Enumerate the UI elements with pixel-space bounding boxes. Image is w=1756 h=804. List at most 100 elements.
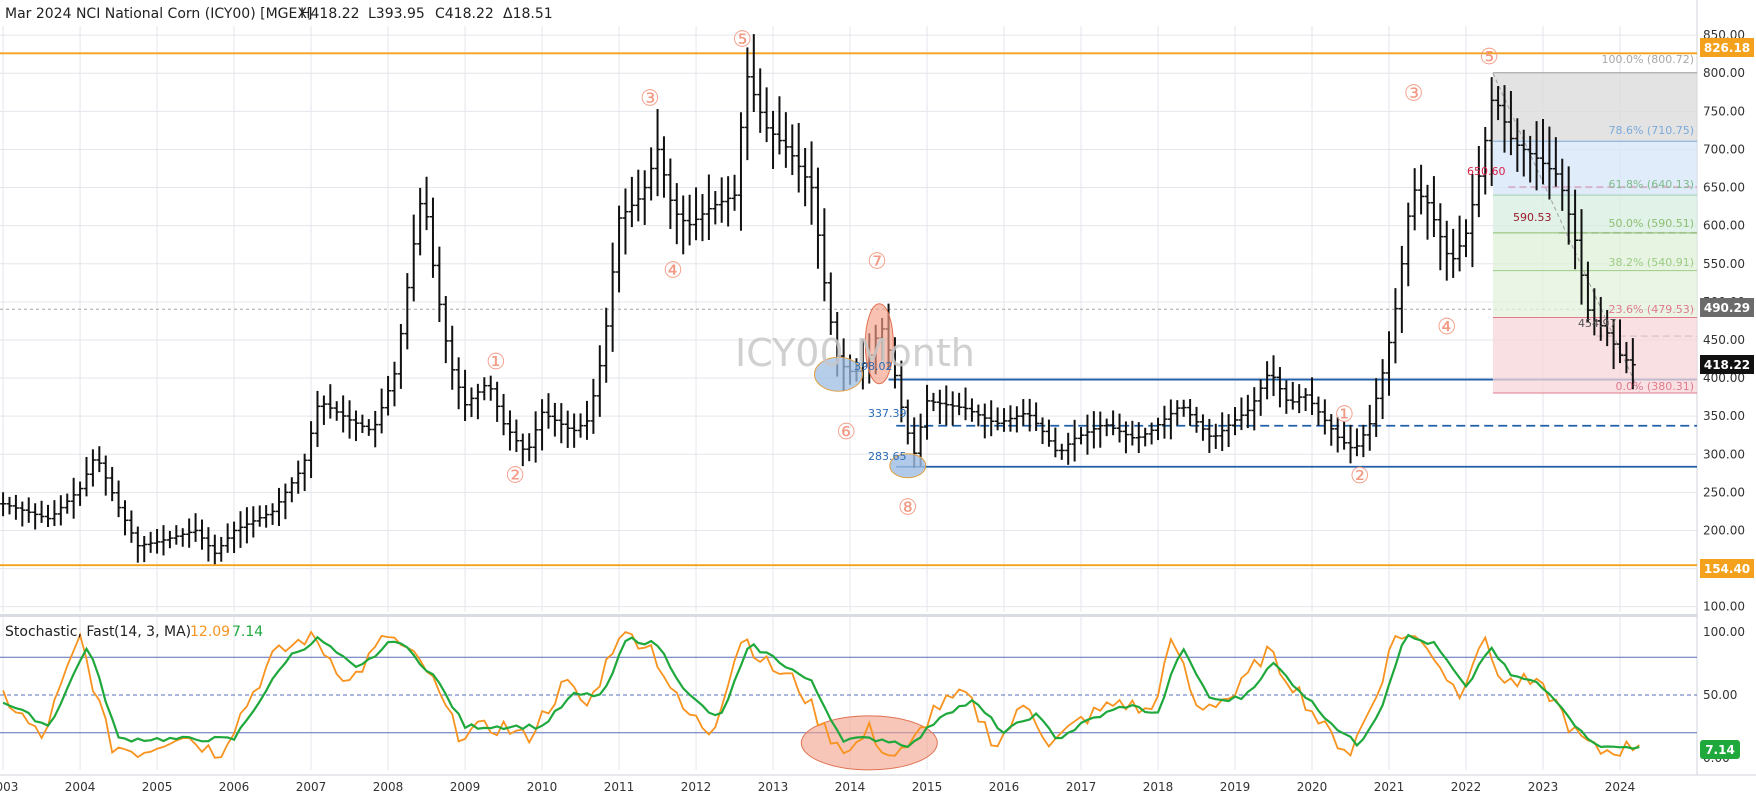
time-tick-label: 2018	[1143, 780, 1174, 794]
stoch-fast-line	[2, 630, 1640, 759]
fib-label-618: 61.8% (640.13)	[1608, 178, 1694, 191]
fib-zone	[1492, 141, 1697, 196]
header-low: L393.95	[368, 6, 425, 22]
badge-826-text: 826.18	[1704, 41, 1750, 55]
fib-label-100: 100.0% (800.72)	[1601, 53, 1694, 66]
time-tick-label: 2014	[835, 780, 866, 794]
annot-398: 398.02	[854, 360, 893, 373]
wave-label: ⑧	[898, 495, 918, 520]
fib-zone	[1492, 232, 1697, 271]
price-tick-label: 750.00	[1703, 104, 1745, 118]
fib-zone	[1492, 72, 1697, 142]
stoch-params: (14, 3, MA)	[114, 624, 191, 640]
wave-label: ②	[505, 463, 525, 488]
time-tick-label: 2022	[1451, 780, 1482, 794]
badge-stoch-current-text: 7.14	[1705, 743, 1735, 757]
price-tick-label: 100.00	[1703, 600, 1745, 614]
wave-label: ③	[640, 86, 660, 111]
time-tick-label: 2013	[758, 780, 789, 794]
time-tick-label: 2006	[219, 780, 250, 794]
wave-label: ②	[1350, 464, 1370, 489]
wave-label: ④	[663, 258, 683, 283]
price-bars	[0, 34, 1636, 565]
highlight-ellipse-blue-2013	[813, 356, 863, 392]
price-tick-label: 300.00	[1703, 447, 1745, 461]
fib-label-500: 50.0% (590.51)	[1608, 217, 1694, 230]
panel-separator	[0, 614, 1697, 617]
badge-stoch-current	[1700, 740, 1740, 759]
annot-650: 650.60	[1467, 165, 1506, 178]
time-tick-label: 2005	[142, 780, 173, 794]
price-tick-label: 800.00	[1703, 66, 1745, 80]
wave-label: ⑤	[732, 28, 752, 53]
price-tick-label: 400.00	[1703, 371, 1745, 385]
annotations-layer: ⑤ ③ ④ ① ② ⑦ ⑥ ⑧ ③ ④ ⑤ ① ②	[486, 28, 1499, 521]
fibonacci-retracement	[1492, 72, 1697, 394]
stoch-tick-label: 100.00	[1703, 625, 1745, 639]
stochastic-panel	[0, 630, 1697, 771]
wave-label: ①	[486, 350, 506, 375]
header-high: H418.22	[300, 6, 360, 22]
price-tick-label: 700.00	[1703, 142, 1745, 156]
badge-154-text: 154.40	[1704, 562, 1750, 576]
fib-label-0: 0.0% (380.31)	[1615, 380, 1694, 393]
wave-label: ⑤	[1479, 45, 1499, 70]
stoch-label: Stochastic, Fast	[5, 624, 115, 640]
time-tick-label: 2010	[527, 780, 558, 794]
wave-label: ①	[1334, 402, 1354, 427]
time-tick-label: 2003	[0, 780, 18, 794]
price-tick-label: 250.00	[1703, 485, 1745, 499]
time-tick-label: 2009	[450, 780, 481, 794]
badge-490-text: 490.29	[1704, 301, 1750, 315]
time-tick-label: 2012	[681, 780, 712, 794]
fib-label-236: 23.6% (479.53)	[1608, 303, 1694, 316]
wave-label: ④	[1437, 315, 1457, 340]
price-tick-label: 350.00	[1703, 409, 1745, 423]
price-tick-label: 650.00	[1703, 181, 1745, 195]
time-tick-label: 2023	[1528, 780, 1559, 794]
highlight-ellipse-orange-2014	[864, 303, 894, 385]
time-tick-label: 2008	[373, 780, 404, 794]
badge-490	[1700, 298, 1754, 317]
time-tick-label: 2004	[65, 780, 96, 794]
price-tick-label: 450.00	[1703, 333, 1745, 347]
time-tick-label: 2016	[989, 780, 1020, 794]
annot-283: 283.65	[868, 450, 907, 463]
badge-current-price	[1700, 355, 1754, 374]
fib-label-786: 78.6% (710.75)	[1608, 124, 1694, 137]
time-tick-label: 2011	[604, 780, 635, 794]
stoch-fast-value: 12.09	[190, 624, 230, 640]
badge-current-price-text: 418.22	[1704, 358, 1750, 372]
badge-154	[1700, 559, 1754, 578]
price-tick-label: 600.00	[1703, 219, 1745, 233]
stoch-slow-value: 7.14	[232, 624, 263, 640]
wave-label: ③	[1404, 82, 1424, 107]
time-tick-label: 2021	[1374, 780, 1405, 794]
price-tick-label: 200.00	[1703, 523, 1745, 537]
header-change: Δ18.51	[503, 6, 553, 22]
annot-454: 454.97	[1578, 317, 1617, 330]
time-tick-label: 2017	[1066, 780, 1097, 794]
wave-label: ⑦	[867, 249, 887, 274]
time-tick-label: 2015	[912, 780, 943, 794]
stoch-slow-line	[2, 633, 1640, 750]
time-tick-label: 2019	[1220, 780, 1251, 794]
price-tick-label: 550.00	[1703, 257, 1745, 271]
watermark: ICY00 Month	[735, 331, 975, 375]
time-tick-label: 2007	[296, 780, 327, 794]
highlight-ellipse-blue-2014	[889, 453, 927, 479]
annot-337: 337.39	[868, 407, 907, 420]
header-close: C418.22	[435, 6, 494, 22]
annot-590: 590.53	[1513, 211, 1552, 224]
stoch-highlight-ellipse	[800, 715, 938, 771]
time-tick-label: 2024	[1605, 780, 1636, 794]
badge-826	[1700, 38, 1754, 57]
time-tick-label: 2020	[1297, 780, 1328, 794]
fib-label-382: 38.2% (540.91)	[1608, 256, 1694, 269]
chart-title: Mar 2024 NCI National Corn (ICY00) [MGEX…	[5, 6, 312, 22]
wave-label: ⑥	[836, 420, 856, 445]
fib-zone	[1492, 195, 1697, 233]
stoch-tick-label: 50.00	[1703, 688, 1737, 702]
